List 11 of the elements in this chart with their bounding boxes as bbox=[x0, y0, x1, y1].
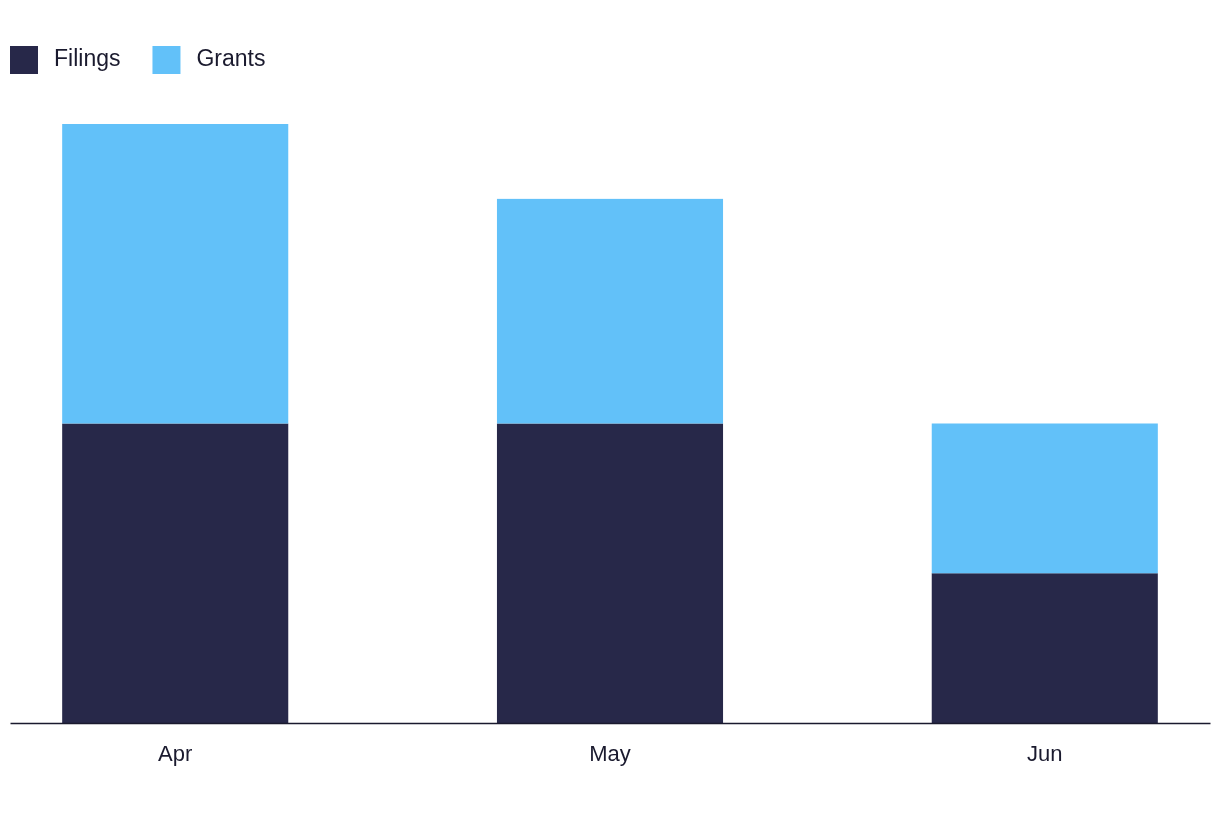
bar bbox=[496, 198, 724, 424]
bar bbox=[931, 423, 1158, 574]
x-tick-label: Apr bbox=[158, 740, 193, 766]
bar bbox=[496, 423, 724, 723]
legend-label: Grants bbox=[196, 45, 266, 71]
bar bbox=[931, 573, 1158, 723]
bar bbox=[62, 124, 289, 424]
bar bbox=[62, 423, 289, 723]
x-tick-label: May bbox=[589, 740, 631, 766]
legend-label: Filings bbox=[54, 45, 121, 71]
x-tick-label: Jun bbox=[1027, 740, 1063, 766]
